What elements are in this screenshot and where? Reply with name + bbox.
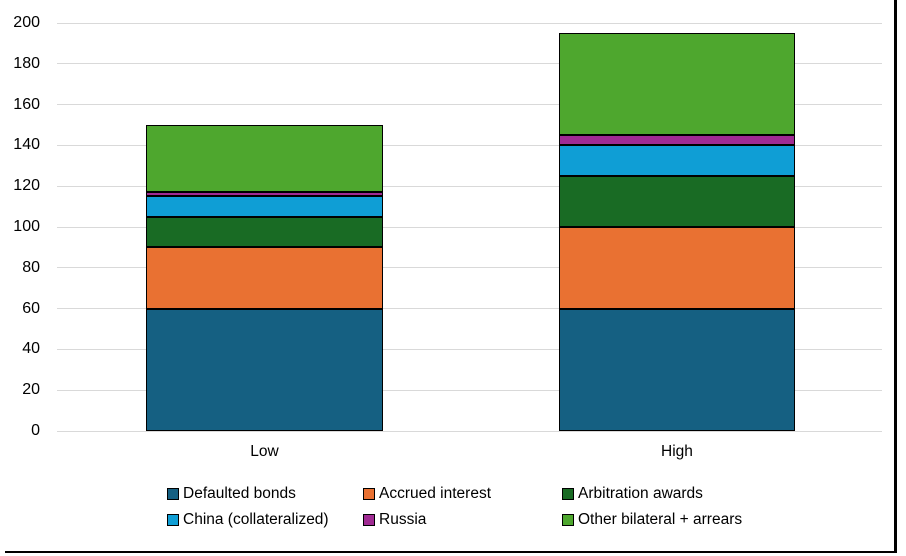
y-tick-label-0: 0: [31, 422, 40, 439]
bar-segment-low-defaulted-bonds: [146, 308, 383, 431]
bar-segment-low-china-collateralized: [146, 196, 383, 217]
bar-segment-low-arbitration-awards: [146, 216, 383, 248]
legend-item-other-bilateral-arrears: Other bilateral + arrears: [562, 511, 742, 529]
gridline-180: [57, 63, 882, 65]
gridline-60: [57, 308, 882, 310]
legend-item-defaulted-bonds: Defaulted bonds: [167, 485, 363, 503]
y-tick-label-180: 180: [13, 54, 40, 72]
legend-item-accrued-interest: Accrued interest: [363, 485, 562, 503]
legend-label-accrued-interest: Accrued interest: [379, 485, 491, 502]
legend-label-other-bilateral-arrears: Other bilateral + arrears: [578, 511, 743, 528]
legend-swatch-china-collateralized: [167, 514, 179, 526]
stacked-bar-high: [559, 33, 795, 431]
bar-segment-low-russia: [146, 192, 383, 197]
stacked-bar-low: [146, 125, 383, 431]
legend-label-defaulted-bonds: Defaulted bonds: [183, 485, 296, 502]
y-tick-label-120: 120: [13, 177, 40, 195]
y-tick-label-100: 100: [13, 218, 40, 235]
plot-area: [57, 22, 882, 432]
gridline-200: [57, 22, 882, 24]
bar-segment-high-defaulted-bonds: [559, 308, 795, 431]
y-tick-label-20: 20: [22, 381, 40, 399]
figure-border-right: [894, 0, 897, 553]
y-tick-label-200: 200: [13, 14, 40, 31]
bar-segment-high-arbitration-awards: [559, 176, 795, 228]
gridline-20: [57, 389, 882, 391]
legend-label-arbitration-awards: Arbitration awards: [578, 485, 703, 502]
bar-segment-high-other-bilateral-arrears: [559, 33, 795, 136]
y-tick-label-140: 140: [13, 136, 40, 154]
y-tick-label-160: 160: [13, 95, 40, 113]
y-axis-tick-labels: 0 20 40 60 80 100 120 140 160 180 200: [0, 15, 42, 439]
gridline-120: [57, 185, 882, 187]
legend-label-china-collateralized: China (collateralized): [183, 511, 329, 528]
legend-label-russia: Russia: [379, 511, 427, 528]
gridline-0: [57, 430, 882, 432]
x-axis-label-low: Low: [250, 443, 279, 460]
gridline-160: [57, 104, 882, 106]
bar-segment-high-russia: [559, 135, 795, 146]
legend-swatch-arbitration-awards: [562, 488, 574, 500]
legend-swatch-other-bilateral-arrears: [562, 514, 574, 526]
gridline-40: [57, 348, 882, 350]
x-axis-label-high: High: [661, 443, 693, 460]
bar-segment-high-accrued-interest: [559, 227, 795, 309]
legend-swatch-russia: [363, 514, 375, 526]
bar-segment-high-china-collateralized: [559, 145, 795, 177]
legend: Defaulted bonds Accrued interest Arbitrati…: [167, 481, 742, 533]
figure-border-bottom: [5, 551, 897, 553]
legend-swatch-defaulted-bonds: [167, 488, 179, 500]
y-tick-label-40: 40: [22, 340, 40, 358]
legend-swatch-accrued-interest: [363, 488, 375, 500]
bar-segment-low-other-bilateral-arrears: [146, 125, 383, 193]
y-tick-label-60: 60: [22, 299, 40, 317]
y-tick-label-80: 80: [22, 258, 40, 276]
legend-item-russia: Russia: [363, 511, 562, 529]
gridline-80: [57, 267, 882, 269]
gridline-100: [57, 226, 882, 228]
legend-item-arbitration-awards: Arbitration awards: [562, 485, 742, 503]
legend-item-china-collateralized: China (collateralized): [167, 511, 363, 529]
gridline-140: [57, 144, 882, 146]
bar-segment-low-accrued-interest: [146, 247, 383, 309]
